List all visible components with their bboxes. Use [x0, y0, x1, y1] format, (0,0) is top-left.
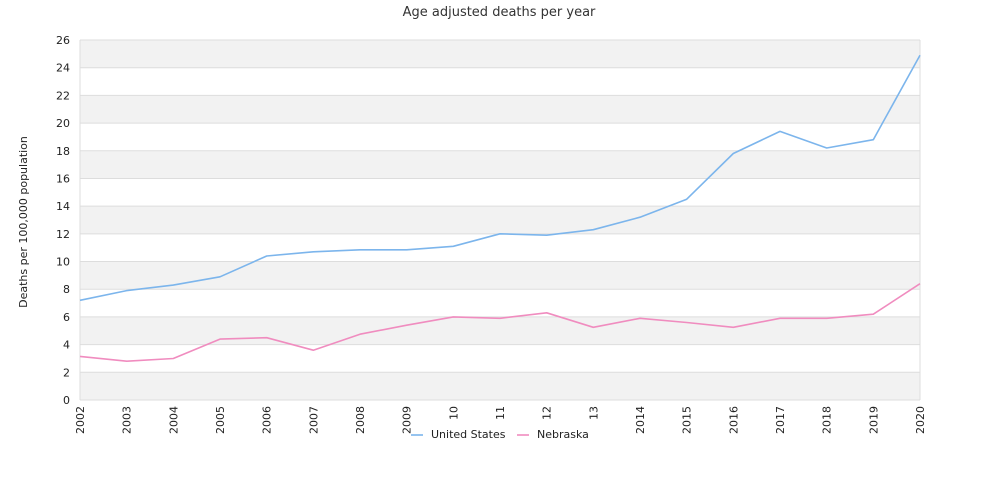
x-tick-label: 2019	[867, 406, 880, 434]
chart-title: Age adjusted deaths per year	[403, 5, 596, 20]
series-line-united-states	[79, 54, 921, 302]
x-tick-label: 2002	[74, 406, 87, 434]
y-tick-label: 8	[63, 283, 70, 296]
grid-bands	[80, 40, 920, 400]
legend-label: Nebraska	[537, 428, 589, 441]
x-tick-label: 2007	[307, 406, 320, 434]
y-tick-label: 20	[56, 117, 70, 130]
x-tick-label: 2004	[167, 406, 180, 434]
grid-lines	[79, 39, 921, 401]
y-tick-label: 26	[56, 34, 70, 47]
grid-band	[80, 206, 920, 234]
x-tick-label: 11	[494, 406, 507, 420]
x-tick-label: 2020	[914, 406, 927, 434]
y-tick-label: 16	[56, 172, 70, 185]
grid-band	[80, 261, 920, 290]
x-tick-label: 2006	[261, 406, 274, 434]
y-tick-label: 4	[63, 339, 70, 352]
y-tick-label: 0	[63, 394, 70, 407]
grid-band	[80, 289, 920, 317]
y-axis-title: Deaths per 100,000 population	[17, 136, 30, 308]
grid-band	[80, 316, 920, 345]
y-tick-label: 10	[56, 256, 70, 269]
grid-band	[80, 123, 920, 151]
x-tick-label: 2018	[821, 406, 834, 434]
y-tick-label: 6	[63, 311, 70, 324]
x-tick-label: 2009	[401, 406, 414, 434]
x-tick-label: 13	[587, 406, 600, 420]
grid-band	[80, 372, 920, 400]
x-tick-label: 2005	[214, 406, 227, 434]
x-axis-ticks: 2002 2003 2004 2005 2006 2007 2008 2009 10 11 12 13…	[74, 406, 927, 434]
x-tick-label: 10	[447, 406, 460, 420]
x-tick-label: 2003	[121, 406, 134, 434]
legend: United States Nebraska	[411, 428, 589, 441]
x-tick-label: 2008	[354, 406, 367, 434]
series-line-nebraska	[79, 283, 921, 363]
y-tick-label: 18	[56, 145, 70, 158]
x-tick-label: 2015	[681, 406, 694, 434]
series-lines	[79, 54, 921, 363]
grid-band	[80, 150, 920, 179]
x-tick-label: 2017	[774, 406, 787, 434]
y-tick-label: 2	[63, 366, 70, 379]
x-tick-label: 2016	[727, 406, 740, 434]
grid-band	[80, 40, 920, 68]
grid-band	[80, 233, 920, 262]
y-tick-label: 12	[56, 228, 70, 241]
grid-band	[80, 178, 920, 207]
grid-band	[80, 95, 920, 124]
grid-band	[80, 344, 920, 373]
x-tick-label: 12	[541, 406, 554, 420]
y-tick-label: 22	[56, 89, 70, 102]
x-tick-label: 2014	[634, 406, 647, 434]
legend-label: United States	[431, 428, 506, 441]
y-tick-label: 24	[56, 62, 70, 75]
grid-band	[80, 67, 920, 96]
y-tick-label: 14	[56, 200, 70, 213]
